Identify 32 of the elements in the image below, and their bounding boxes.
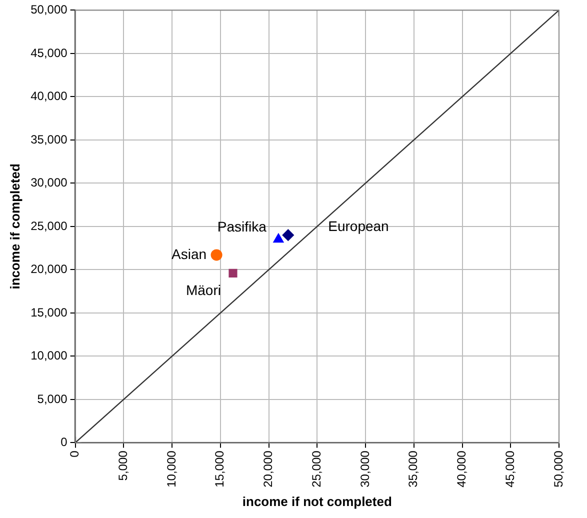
- x-tick-label: 25,000: [309, 450, 324, 488]
- series-label: Pasifika: [217, 218, 267, 234]
- y-tick-label: 30,000: [30, 176, 68, 190]
- text: European: [328, 218, 389, 234]
- x-tick-label: 45,000: [502, 450, 517, 488]
- y-tick-label: 50,000: [30, 2, 68, 17]
- y-tick-label: 10,000: [30, 348, 68, 363]
- x-tick-label: 20,000: [261, 450, 276, 488]
- x-tick-label: 5,000: [116, 450, 130, 481]
- x-tick-label: 40,000: [454, 450, 469, 488]
- y-tick-label: 5,000: [37, 392, 68, 406]
- point: [228, 268, 238, 278]
- x-tick-label: 35,000: [406, 450, 420, 488]
- point: [210, 249, 222, 261]
- point: [282, 229, 294, 241]
- y-tick-label: 40,000: [30, 89, 68, 104]
- x-axis-title: income if not completed: [242, 494, 392, 509]
- point: [273, 234, 284, 243]
- x-tick-label: 10,000: [164, 450, 178, 488]
- y-tick-label: 35,000: [30, 132, 68, 146]
- x-tick-label: 15,000: [212, 450, 227, 488]
- y-axis-title: income if completed: [7, 164, 22, 290]
- y-tick-label: 0: [60, 435, 68, 450]
- x-tick-label: 0: [68, 450, 82, 458]
- series-label: Mäori: [186, 282, 221, 298]
- y-tick-label: 25,000: [30, 218, 68, 233]
- x-tick-label: 50,000: [551, 450, 566, 488]
- series-label: Asian: [172, 246, 207, 262]
- y-tick-label: 20,000: [30, 262, 68, 276]
- x-tick-label: 30,000: [358, 450, 372, 488]
- y-tick-label: 15,000: [30, 305, 68, 320]
- y-tick-label: 45,000: [30, 46, 68, 60]
